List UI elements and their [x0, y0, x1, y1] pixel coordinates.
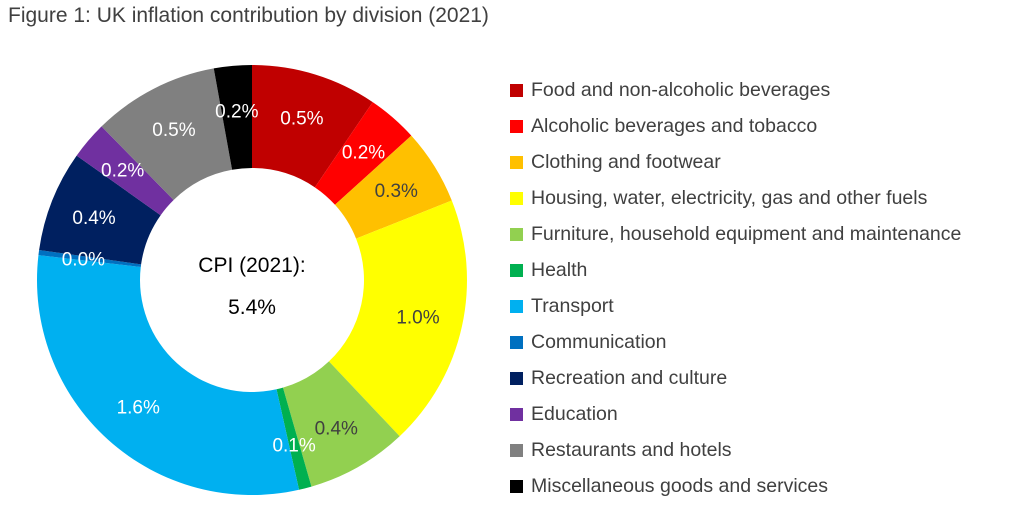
legend-swatch — [510, 299, 523, 313]
legend-swatch — [510, 335, 523, 349]
donut-chart: 0.5%0.2%0.3%1.0%0.4%0.1%1.6%0.0%0.4%0.2%… — [37, 65, 467, 495]
legend-label: Alcoholic beverages and tobacco — [531, 114, 818, 137]
slice-data-label: 0.2% — [342, 143, 385, 164]
legend-swatch — [510, 479, 523, 493]
legend-label: Communication — [531, 330, 667, 353]
donut-slice — [213, 65, 252, 170]
legend-label: Transport — [531, 294, 614, 317]
legend-item: Housing, water, electricity, gas and oth… — [510, 180, 961, 216]
slice-data-label: 1.6% — [117, 397, 160, 418]
legend-item: Transport — [510, 288, 961, 324]
legend-label: Restaurants and hotels — [531, 438, 732, 461]
legend-swatch — [510, 407, 523, 421]
slice-data-label: 0.3% — [375, 181, 418, 202]
slice-data-label: 0.2% — [101, 161, 144, 182]
donut-slice-labels: 0.5%0.2%0.3%1.0%0.4%0.1%1.6%0.0%0.4%0.2%… — [62, 102, 440, 457]
slice-data-label: 1.0% — [396, 308, 439, 329]
legend-label: Food and non-alcoholic beverages — [531, 78, 831, 101]
legend-item: Clothing and footwear — [510, 144, 961, 180]
legend-item: Alcoholic beverages and tobacco — [510, 108, 961, 144]
legend-item: Communication — [510, 324, 961, 360]
legend-label: Miscellaneous goods and services — [531, 474, 828, 497]
legend-label: Furniture, household equipment and maint… — [531, 222, 962, 245]
legend-item: Recreation and culture — [510, 360, 961, 396]
slice-data-label: 0.5% — [152, 120, 195, 141]
legend-item: Furniture, household equipment and maint… — [510, 216, 961, 252]
legend-item: Health — [510, 252, 961, 288]
donut-slice — [37, 255, 300, 495]
donut-slice — [38, 249, 142, 268]
legend-label: Housing, water, electricity, gas and oth… — [531, 186, 928, 209]
center-label-line-1: CPI (2021): — [198, 254, 305, 277]
legend-label: Recreation and culture — [531, 366, 728, 389]
legend-swatch — [510, 443, 523, 457]
donut-slice — [101, 68, 233, 200]
legend-item: Education — [510, 396, 961, 432]
donut-slice — [252, 65, 373, 188]
legend-item: Miscellaneous goods and services — [510, 468, 961, 504]
legend-swatch — [510, 83, 523, 97]
donut-slice — [328, 200, 467, 437]
legend-item: Restaurants and hotels — [510, 432, 961, 468]
slice-data-label: 0.2% — [215, 102, 258, 123]
legend-swatch — [510, 155, 523, 169]
donut-slice — [276, 387, 312, 490]
legend-swatch — [510, 119, 523, 133]
donut-slice — [334, 135, 452, 239]
slice-data-label: 0.4% — [315, 419, 358, 440]
chart-title: Figure 1: UK inflation contribution by d… — [8, 4, 489, 27]
center-label-line-2: 5.4% — [228, 296, 276, 319]
donut-slice — [314, 102, 412, 205]
legend-label: Education — [531, 402, 618, 425]
donut-slices — [37, 65, 467, 495]
donut-slice — [282, 361, 400, 487]
slice-data-label: 0.4% — [72, 208, 115, 229]
slice-data-label: 0.5% — [280, 108, 323, 129]
legend-swatch — [510, 227, 523, 241]
legend-swatch — [510, 191, 523, 205]
legend-swatch — [510, 371, 523, 385]
legend-label: Clothing and footwear — [531, 150, 721, 173]
legend-item: Food and non-alcoholic beverages — [510, 72, 961, 108]
donut-slice — [39, 155, 161, 265]
slice-data-label: 0.1% — [272, 436, 315, 457]
chart-legend: Food and non-alcoholic beverages Alcoholi… — [510, 72, 961, 504]
slice-data-label: 0.0% — [62, 249, 105, 270]
legend-label: Health — [531, 258, 588, 281]
donut-slice — [76, 126, 174, 216]
legend-swatch — [510, 263, 523, 277]
